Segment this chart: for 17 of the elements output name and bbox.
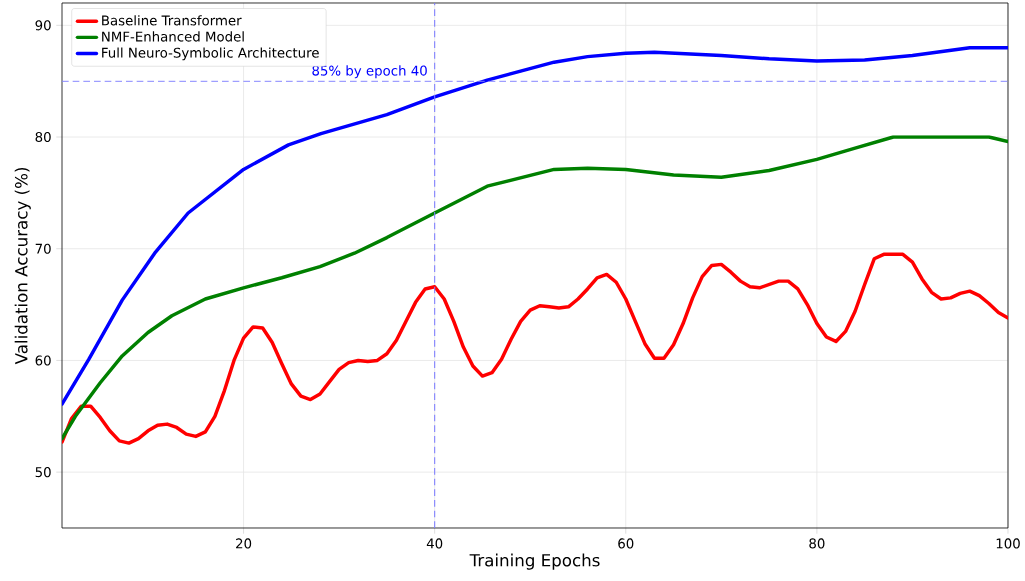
y-tick-label: 50 [35, 467, 51, 478]
y-axis-title: Validation Accuracy (%) [14, 168, 31, 365]
line-series [62, 45, 1008, 406]
legend-label: NMF-Enhanced Model [102, 31, 244, 42]
y-tick-label: 80 [35, 131, 51, 143]
x-tick-label: 40 [426, 538, 443, 549]
y-tick-label: 90 [35, 20, 51, 31]
y-tick-label: 70 [35, 243, 51, 254]
x-tick-label: 80 [809, 538, 825, 549]
y-tick-label: 60 [35, 355, 51, 366]
ref-line-label: 85% by epoch 40 [312, 65, 427, 79]
x-tick-label: 100 [996, 538, 1020, 549]
legend-label: Baseline Transformer [102, 15, 242, 26]
x-axis-title: Training Epochs [469, 553, 600, 570]
x-tick-label: 20 [236, 538, 252, 549]
legend-label: Full Neuro-Symbolic Architecture [102, 47, 319, 61]
x-tick-label: 60 [618, 538, 634, 549]
